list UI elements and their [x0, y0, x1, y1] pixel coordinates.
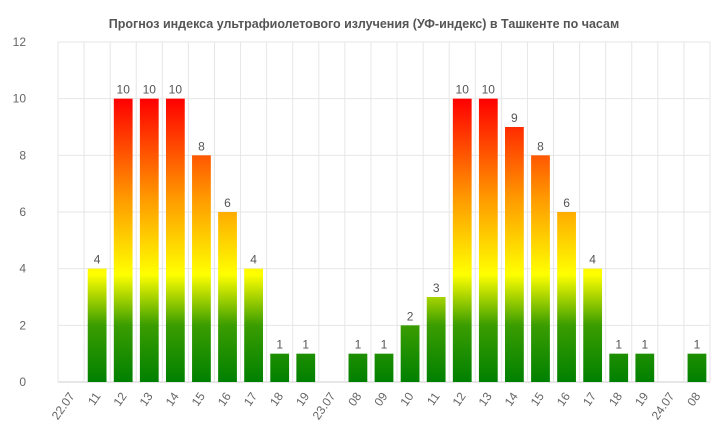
x-tick-label: 16 — [554, 389, 573, 408]
data-label: 1 — [694, 338, 701, 352]
data-label: 6 — [224, 196, 231, 210]
bar — [452, 98, 472, 383]
bar — [270, 353, 290, 382]
x-tick-label: 10 — [397, 389, 416, 408]
x-tick-label: 17 — [580, 389, 599, 408]
x-tick-label: 17 — [241, 389, 260, 408]
data-label: 6 — [563, 196, 570, 210]
bar — [244, 268, 263, 382]
bar — [296, 353, 316, 382]
y-tick-label: 2 — [19, 318, 26, 332]
x-tick-label: 19 — [632, 389, 651, 408]
data-label: 2 — [407, 309, 414, 323]
x-tick-label: 15 — [189, 389, 208, 408]
x-tick-label: 18 — [606, 389, 625, 408]
bars — [87, 98, 707, 383]
y-tick-label: 8 — [19, 148, 26, 162]
data-label: 1 — [276, 338, 283, 352]
data-label: 1 — [615, 338, 622, 352]
data-label: 1 — [355, 338, 362, 352]
x-tick-label: 08 — [684, 389, 703, 408]
data-label: 3 — [433, 281, 440, 295]
x-tick-label: 24.07 — [649, 389, 678, 422]
data-label: 1 — [641, 338, 648, 352]
data-label: 9 — [511, 111, 518, 125]
y-tick-label: 10 — [13, 92, 27, 106]
bar — [348, 353, 368, 382]
data-label: 4 — [250, 253, 257, 267]
data-label: 10 — [482, 83, 496, 97]
x-tick-label: 18 — [267, 389, 286, 408]
bar — [165, 98, 185, 383]
bar — [139, 98, 159, 383]
data-label: 10 — [117, 83, 131, 97]
bar — [374, 353, 394, 382]
x-tick-label: 13 — [476, 389, 495, 408]
x-tick-label: 14 — [163, 389, 182, 408]
x-tick-label: 19 — [293, 389, 312, 408]
x-tick-label: 14 — [502, 389, 521, 408]
data-label: 10 — [456, 83, 470, 97]
y-tick-label: 6 — [19, 205, 26, 219]
x-tick-label: 23.07 — [310, 389, 339, 422]
bar — [505, 127, 524, 382]
x-tick-label: 09 — [371, 389, 390, 408]
chart-title: Прогноз индекса ультрафиолетового излуче… — [109, 17, 619, 31]
data-label: 4 — [589, 253, 596, 267]
bar — [531, 155, 550, 382]
bar — [113, 98, 133, 383]
bar — [583, 268, 603, 382]
data-label: 1 — [381, 338, 388, 352]
y-tick-label: 4 — [19, 262, 26, 276]
bar — [478, 98, 498, 383]
data-label: 8 — [198, 139, 205, 153]
bar — [609, 353, 629, 382]
y-tick-label: 0 — [19, 375, 26, 389]
bar — [192, 155, 211, 382]
y-tick-label: 12 — [13, 35, 27, 49]
bar — [426, 297, 446, 382]
data-label: 1 — [302, 338, 309, 352]
data-label: 8 — [537, 139, 544, 153]
x-tick-label: 13 — [137, 389, 156, 408]
data-label: 10 — [143, 83, 157, 97]
bar — [87, 268, 107, 382]
x-tick-label: 11 — [424, 389, 443, 408]
bar — [687, 353, 707, 382]
data-label: 4 — [94, 253, 101, 267]
bar — [635, 353, 655, 382]
data-labels: 4 10 10 10 8 6 4 1 1 1 1 2 3 10 10 9 8 6 4 1 1 1 — [94, 83, 701, 352]
x-tick-label: 16 — [215, 389, 234, 408]
x-tick-label: 15 — [528, 389, 547, 408]
x-tick-label: 11 — [85, 389, 104, 408]
bar — [557, 212, 576, 382]
x-tick-label: 22.07 — [49, 389, 78, 422]
y-axis-ticks: 0 2 4 6 8 10 12 — [13, 35, 27, 389]
data-label: 10 — [169, 83, 183, 97]
x-tick-label: 08 — [345, 389, 364, 408]
bar — [400, 325, 420, 382]
x-tick-label: 12 — [111, 389, 130, 408]
bar — [218, 212, 237, 382]
x-tick-label: 12 — [450, 389, 469, 408]
